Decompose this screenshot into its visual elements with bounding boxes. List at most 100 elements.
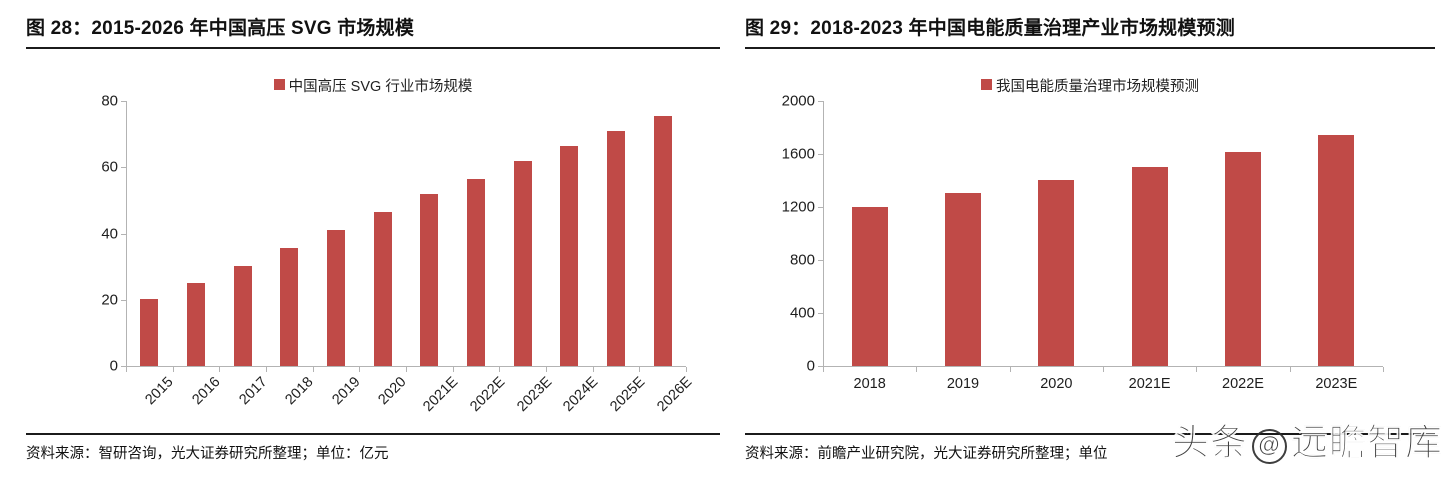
bar[interactable] [233,265,252,366]
y-tick-label: 800 [789,251,815,269]
x-tick-mark [126,367,127,372]
y-tick-label: 0 [109,357,118,375]
x-tick-mark [1383,367,1384,372]
y-tick-label: 40 [101,225,118,242]
x-axis-label-text: 2016 [189,374,224,409]
bar[interactable] [1318,134,1355,366]
bar[interactable] [326,229,345,366]
bar-series [126,101,686,366]
x-axis-label: 2019 [946,376,980,392]
x-tick-mark [1289,367,1291,372]
y-tick-mark [818,207,823,208]
bar-slot [1010,101,1103,366]
y-axis-line [823,101,824,366]
x-axis-labels-right: 2018 2019 2020 2021E 2022E 2023E [823,376,1383,392]
plot-area-left: 0 20 40 60 80 [26,93,720,375]
x-axis-label: 2021E [1128,376,1171,392]
x-axis-label-text: 2023E [513,374,555,415]
bar[interactable] [373,211,392,366]
bar-series [823,101,1383,366]
x-tick-mark [452,367,454,372]
y-tick-mark [121,101,126,102]
bar[interactable] [1131,166,1168,366]
y-tick-mark [818,101,823,102]
chart-left: 0 20 40 60 80 2015 2016 2017 2018 2019 2020 2021E 2… [26,93,720,415]
figure-title-left: 图 28：2015-2026 年中国高压 SVG 市场规模 [26,18,415,39]
x-axis-label: 2025E [593,374,648,415]
bar-slot [823,101,916,366]
bar[interactable] [466,178,485,366]
bar-slot [916,101,1009,366]
bar[interactable] [560,146,579,366]
bar[interactable] [851,207,888,366]
y-tick-label: 0 [806,357,815,375]
legend-label-right: 我国电能质量治理市场规模预测 [996,79,1199,95]
x-axis-label: 2018 [266,374,317,408]
y-tick-mark [818,154,823,155]
x-tick-mark [639,367,641,372]
y-tick-label: 80 [101,92,118,110]
x-axis-label-text: 2026E [653,374,695,415]
bar-slot [639,101,686,366]
x-tick-mark [823,367,824,372]
x-tick-mark [592,367,594,372]
source-divider-right [745,433,1435,435]
legend-label-left: 中国高压 SVG 行业市场规模 [288,79,473,95]
x-tick-mark [359,367,361,372]
bar[interactable] [944,193,981,366]
bar-slot [126,101,173,366]
bar[interactable] [140,298,159,366]
y-axis-labels-left: 0 20 40 60 80 [26,93,126,375]
x-axis-label: 2021E [406,374,462,415]
bar-slot [1103,101,1196,366]
bar[interactable] [653,115,672,366]
x-axis-label: 2019 [313,374,363,408]
bar[interactable] [513,160,532,366]
title-divider-left [26,47,720,49]
source-note-left: 资料来源：智研咨询，光大证券研究所整理；单位：亿元 [26,446,389,462]
bar[interactable] [1038,179,1075,366]
bar-slot [1196,101,1289,366]
x-tick-mark [266,367,267,372]
x-axis-label-text: 2017 [235,374,271,409]
y-tick-label: 1600 [781,145,815,163]
x-axis-label: 2023E [1315,376,1358,392]
y-tick-label: 400 [789,304,815,322]
chart-right: 0 400 800 1200 1600 2000 2018 2019 2020 2021E 202… [745,93,1435,392]
x-axis-label-text: 2024E [560,374,602,415]
x-axis-label: 2022E [453,374,508,415]
y-tick-mark [818,260,823,261]
x-axis-label: 2023E [499,374,555,415]
bar-slot [313,101,360,366]
x-tick-mark [312,367,314,372]
x-tick-mark [916,367,918,372]
bar[interactable] [606,130,625,366]
x-axis-label: 2020 [359,374,410,408]
x-axis-label-text: 2018 [282,374,317,409]
y-tick-mark [818,366,823,367]
x-axis-label: 2018 [853,376,886,392]
y-tick-label: 20 [101,291,118,309]
x-tick-mark [172,367,174,372]
bar-slot [593,101,640,366]
x-tick-mark [1103,367,1104,372]
legend-right: 我国电能质量治理市场规模预测 [745,75,1435,95]
x-axis-label: 2022E [1222,376,1264,392]
plot-area-right: 0 400 800 1200 1600 2000 [745,93,1435,375]
x-axis-label: 2017 [219,374,270,408]
legend-swatch-icon [981,79,992,91]
x-axis-label: 2015 [126,374,177,408]
x-axis-label-text: 2015 [142,374,177,409]
source-block-right: 资料来源：前瞻产业研究院，光大证券研究所整理；单位 [745,433,1435,463]
x-axis-line [126,366,686,367]
x-axis-line [823,366,1383,367]
bar[interactable] [420,193,439,366]
bar[interactable] [280,247,299,366]
x-axis-label: 2020 [1040,376,1073,392]
x-axis-label: 2016 [173,374,223,408]
x-axis-label-text: 2020 [375,374,411,409]
bar[interactable] [1224,152,1261,366]
bar[interactable] [186,282,205,366]
y-tick-label: 60 [101,158,118,176]
